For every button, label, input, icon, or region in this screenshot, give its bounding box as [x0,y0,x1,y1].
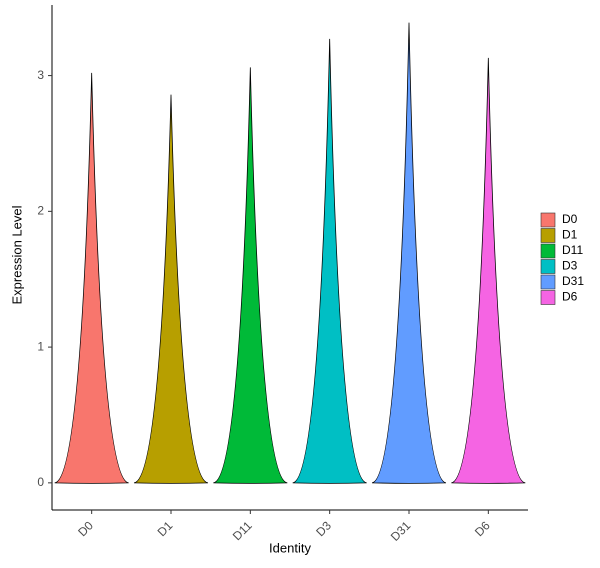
x-tick-label: D3 [313,518,334,539]
violin [54,72,129,484]
x-axis-title: Identity [269,540,311,555]
y-tick-label: 0 [37,475,44,489]
violin [292,38,367,484]
legend-swatch [540,259,556,274]
y-tick-label: 1 [37,339,44,353]
legend-swatch [540,228,556,243]
x-tick-label: D6 [472,518,493,539]
legend-text: D6 [562,290,578,304]
legend-text: D1 [562,228,578,242]
x-tick-label: D0 [75,518,96,539]
violin [213,67,288,484]
legend-text: D0 [562,212,578,226]
violin [371,22,447,484]
x-tick-label: D11 [230,518,255,543]
violin [133,94,209,484]
legend-swatch [540,212,556,228]
legend-swatch [540,243,556,259]
legend-text: D3 [562,259,578,273]
legend-text: D11 [562,243,583,257]
violin [451,57,526,484]
legend-swatch [540,290,556,305]
y-tick-label: 2 [37,204,44,218]
y-axis-title: Expression Level [9,205,24,304]
x-tick-label: D31 [388,518,414,544]
legend-text: D31 [562,274,584,288]
y-tick-label: 3 [37,68,44,82]
x-tick-label: D1 [155,518,176,539]
legend-swatch [540,274,556,290]
